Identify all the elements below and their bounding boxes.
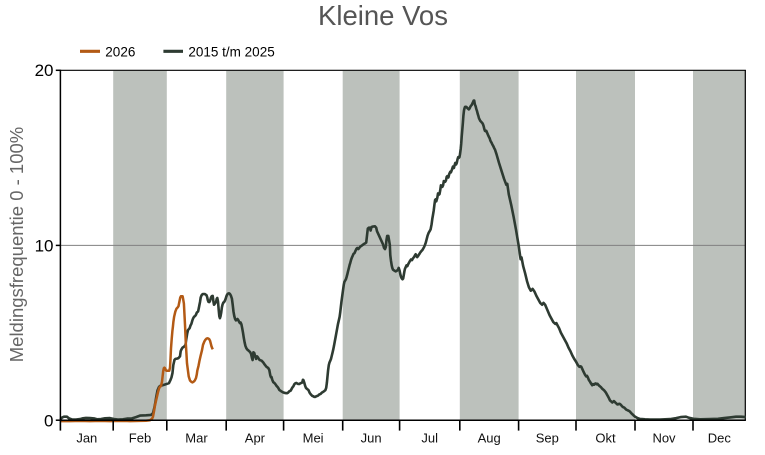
- svg-text:Mar: Mar: [185, 431, 208, 446]
- svg-text:Jun: Jun: [361, 431, 382, 446]
- svg-text:Dec: Dec: [708, 431, 732, 446]
- svg-text:Meldingsfrequentie 0 - 100%: Meldingsfrequentie 0 - 100%: [6, 127, 27, 363]
- svg-text:Jan: Jan: [76, 431, 97, 446]
- svg-text:Apr: Apr: [245, 431, 266, 446]
- svg-text:20: 20: [35, 61, 54, 80]
- svg-text:Nov: Nov: [652, 431, 676, 446]
- svg-text:Okt: Okt: [595, 431, 616, 446]
- svg-text:Sep: Sep: [536, 431, 559, 446]
- svg-text:Jul: Jul: [421, 431, 438, 446]
- svg-text:Feb: Feb: [129, 431, 151, 446]
- svg-text:10: 10: [35, 236, 54, 255]
- svg-text:Kleine Vos: Kleine Vos: [318, 0, 448, 31]
- svg-text:Aug: Aug: [478, 431, 501, 446]
- svg-text:2015 t/m 2025: 2015 t/m 2025: [188, 45, 274, 60]
- svg-text:Mei: Mei: [303, 431, 324, 446]
- svg-text:0: 0: [44, 411, 53, 430]
- svg-text:2026: 2026: [105, 45, 135, 60]
